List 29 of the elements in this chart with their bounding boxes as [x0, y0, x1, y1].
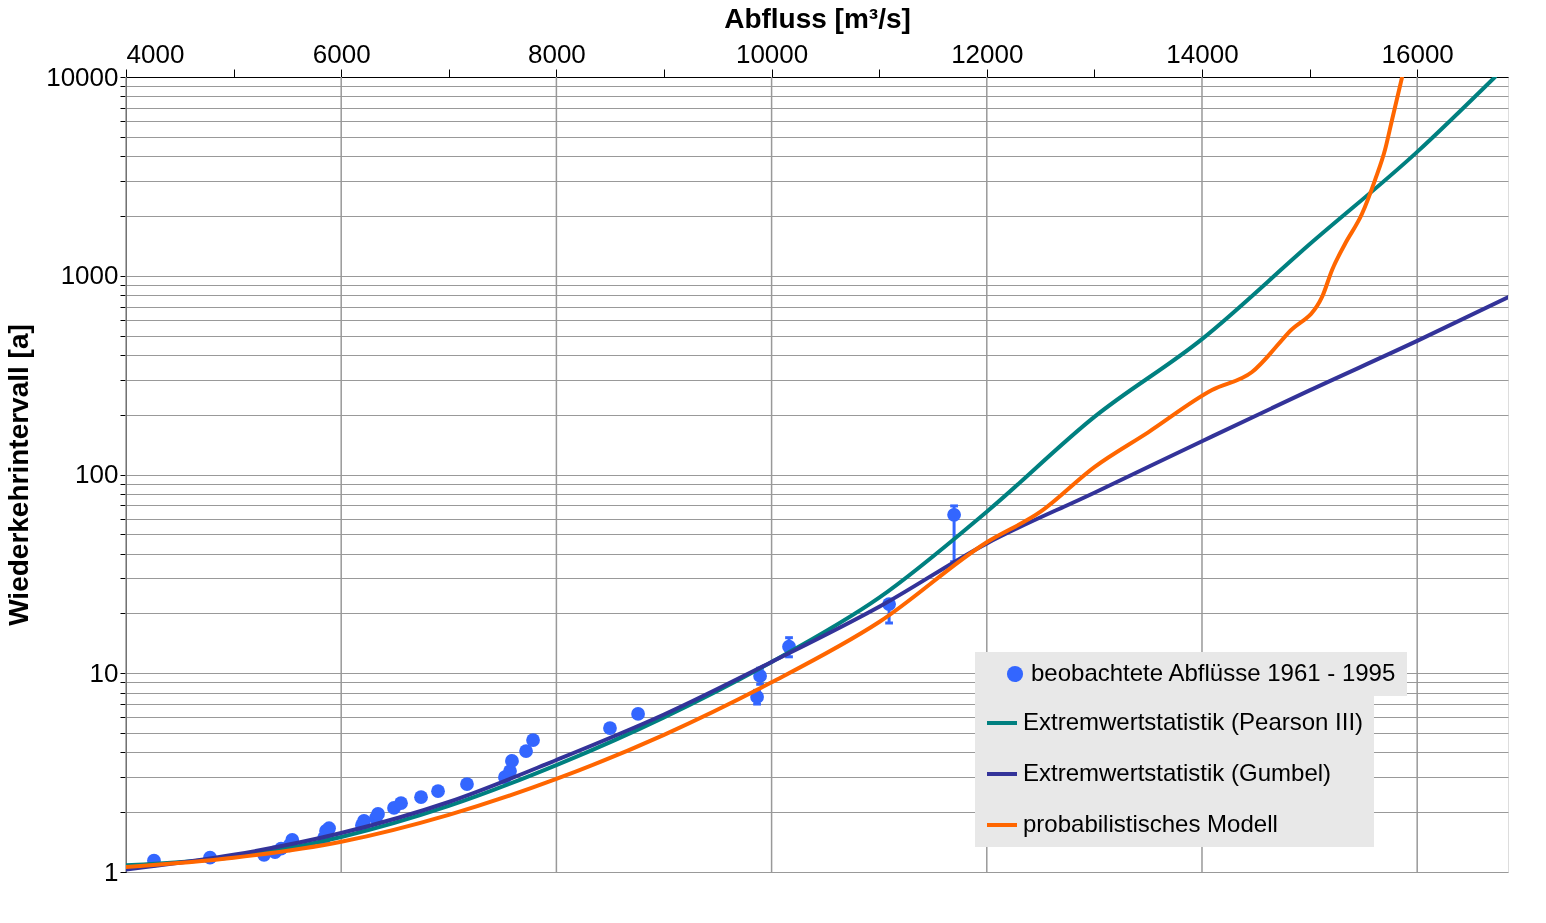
legend-label: Extremwertstatistik (Gumbel)	[1023, 759, 1332, 786]
point	[753, 669, 767, 683]
point	[526, 733, 540, 747]
y-tick-label: 100	[75, 459, 119, 489]
y-tick-label: 1	[104, 856, 119, 887]
legend-label: probabilistisches Modell	[1023, 810, 1278, 837]
x-tick-label: 6000	[312, 38, 371, 69]
point	[631, 707, 645, 721]
legend-label: beobachtete Abflüsse 1961 - 1995	[1031, 659, 1396, 686]
x-tick-label: 14000	[1166, 38, 1239, 69]
y-tick-label: 1000	[60, 260, 119, 291]
x-tick-label: 4000	[126, 38, 185, 69]
x-tick-label: 10000	[735, 38, 809, 69]
x-tick-label: 8000	[527, 38, 586, 69]
point	[394, 796, 408, 811]
point	[371, 807, 385, 821]
x-tick-label: 12000	[951, 38, 1024, 69]
point	[431, 784, 445, 799]
point	[603, 721, 617, 735]
y-tick-label: 10000	[46, 61, 119, 92]
point	[519, 744, 533, 758]
y-axis-title: Wiederkehrintervall [a]	[3, 324, 35, 626]
point	[505, 754, 519, 768]
point	[460, 777, 474, 791]
x-tick-label: 16000	[1381, 38, 1454, 69]
x-axis-title: Abfluss [m³/s]	[724, 2, 911, 34]
y-tick-label: 10	[89, 657, 119, 688]
point	[414, 790, 428, 805]
legend-label: Extremwertstatistik (Pearson III)	[1023, 708, 1364, 735]
